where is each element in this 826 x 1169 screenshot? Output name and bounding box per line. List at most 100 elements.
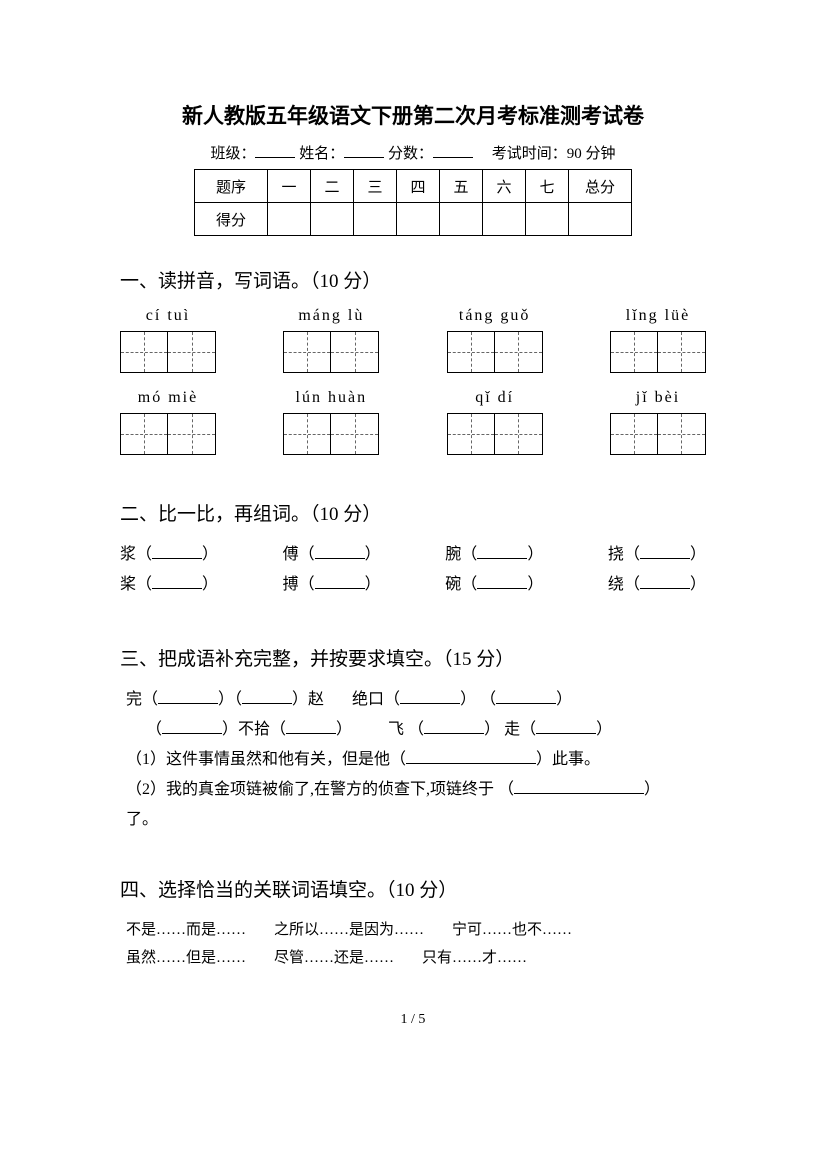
blank[interactable]: [640, 572, 690, 589]
blank[interactable]: [158, 687, 218, 704]
th-5: 五: [440, 170, 483, 203]
blank[interactable]: [162, 717, 222, 734]
page-title: 新人教版五年级语文下册第二次月考标准测考试卷: [120, 100, 706, 130]
pinyin-label: mó miè: [138, 389, 198, 409]
blank[interactable]: [424, 717, 484, 734]
blank[interactable]: [477, 542, 527, 559]
tian-box[interactable]: [120, 331, 216, 373]
tian-box[interactable]: [610, 331, 706, 373]
score-cell[interactable]: [311, 203, 354, 236]
pinyin-row-1: cí tuì máng lù táng guǒ lǐng lüè: [120, 307, 706, 373]
compare-col: 腕（） 碗（）: [445, 540, 543, 600]
pinyin-label: qǐ dí: [475, 389, 514, 409]
tian-box[interactable]: [283, 331, 379, 373]
blank[interactable]: [640, 542, 690, 559]
score-cell[interactable]: [569, 203, 632, 236]
blank[interactable]: [152, 542, 202, 559]
section-4-heading: 四、选择恰当的关联词语填空。（10 分）: [120, 875, 706, 902]
blank[interactable]: [514, 777, 644, 794]
blank[interactable]: [406, 747, 536, 764]
text: ）赵: [292, 691, 324, 708]
tian-box[interactable]: [447, 331, 543, 373]
blank[interactable]: [477, 572, 527, 589]
tian-box[interactable]: [120, 413, 216, 455]
time-label: 考试时间：90 分钟: [492, 146, 616, 162]
text: ）: [596, 721, 612, 738]
score-cell[interactable]: [354, 203, 397, 236]
word-bank: 虽然……但是…… 尽管……还是…… 只有……才……: [126, 944, 706, 972]
text: ） （: [460, 691, 496, 708]
pinyin-group: qǐ dí: [447, 389, 543, 455]
table-row: 得分: [195, 203, 632, 236]
text: ）: [556, 691, 572, 708]
section-1-heading: 一、读拼音，写词语。（10 分）: [120, 266, 706, 293]
blank[interactable]: [536, 717, 596, 734]
pinyin-group: máng lù: [283, 307, 379, 373]
pinyin-label: jǐ bèi: [636, 389, 680, 409]
score-blank[interactable]: [433, 142, 473, 158]
bank-item: 只有……才……: [422, 944, 527, 972]
bank-item: 宁可……也不……: [452, 916, 572, 944]
blank[interactable]: [152, 572, 202, 589]
th-6: 六: [483, 170, 526, 203]
pinyin-row-2: mó miè lún huàn qǐ dí jǐ bèi: [120, 389, 706, 455]
section-2-heading: 二、比一比，再组词。（10 分）: [120, 499, 706, 526]
text: ） 走（: [484, 721, 536, 738]
text: （1）这件事情虽然和他有关，但是他（: [126, 751, 406, 768]
section-4-body: 不是……而是…… 之所以……是因为…… 宁可……也不…… 虽然……但是…… 尽管…: [120, 916, 706, 972]
table-row: 题序 一 二 三 四 五 六 七 总分: [195, 170, 632, 203]
blank[interactable]: [496, 687, 556, 704]
char: 绕: [608, 576, 624, 593]
section-3-body: 完（）（）赵 绝口（） （） （）不拾（） 飞 （） 走（） （1）这件事情虽然…: [120, 685, 706, 835]
score-cell[interactable]: [397, 203, 440, 236]
name-blank[interactable]: [344, 142, 384, 158]
text: （2）我的真金项链被偷了,在警方的侦查下,项链终于 （: [126, 781, 514, 798]
compare-col: 挠（） 绕（）: [608, 540, 706, 600]
class-label: 班级：: [210, 146, 255, 162]
char: 浆: [120, 546, 136, 563]
blank[interactable]: [315, 542, 365, 559]
pinyin-group: mó miè: [120, 389, 216, 455]
tian-box[interactable]: [283, 413, 379, 455]
char: 碗: [445, 576, 461, 593]
th-2: 二: [311, 170, 354, 203]
pinyin-label: lún huàn: [296, 389, 368, 409]
blank[interactable]: [400, 687, 460, 704]
th-4: 四: [397, 170, 440, 203]
score-cell[interactable]: [440, 203, 483, 236]
info-line: 班级： 姓名： 分数： 考试时间：90 分钟: [120, 142, 706, 163]
text: ）: [644, 781, 660, 798]
score-cell[interactable]: [268, 203, 311, 236]
char: 搏: [283, 576, 299, 593]
score-label: 分数：: [388, 146, 433, 162]
blank[interactable]: [242, 687, 292, 704]
score-cell[interactable]: [483, 203, 526, 236]
pinyin-group: táng guǒ: [447, 307, 543, 373]
char: 腕: [445, 546, 461, 563]
th-3: 三: [354, 170, 397, 203]
compare-grid: 浆（） 桨（） 傅（） 搏（） 腕（） 碗（） 挠（） 绕（）: [120, 540, 706, 600]
score-cell[interactable]: [526, 203, 569, 236]
tian-box[interactable]: [447, 413, 543, 455]
text: ）此事。: [536, 751, 600, 768]
char: 挠: [608, 546, 624, 563]
score-table: 题序 一 二 三 四 五 六 七 总分 得分: [194, 169, 632, 236]
tian-box[interactable]: [610, 413, 706, 455]
compare-col: 傅（） 搏（）: [283, 540, 381, 600]
text: ）: [336, 721, 352, 738]
text: 完（: [126, 691, 158, 708]
pinyin-label: cí tuì: [146, 307, 190, 327]
word-bank: 不是……而是…… 之所以……是因为…… 宁可……也不……: [126, 916, 706, 944]
th-1: 一: [268, 170, 311, 203]
pinyin-group: jǐ bèi: [610, 389, 706, 455]
th-7: 七: [526, 170, 569, 203]
blank[interactable]: [286, 717, 336, 734]
char: 桨: [120, 576, 136, 593]
pinyin-label: táng guǒ: [459, 307, 531, 327]
blank[interactable]: [315, 572, 365, 589]
bank-item: 虽然……但是……: [126, 944, 246, 972]
bank-item: 尽管……还是……: [274, 944, 394, 972]
class-blank[interactable]: [255, 142, 295, 158]
bank-item: 不是……而是……: [126, 916, 246, 944]
text: 绝口（: [352, 691, 400, 708]
